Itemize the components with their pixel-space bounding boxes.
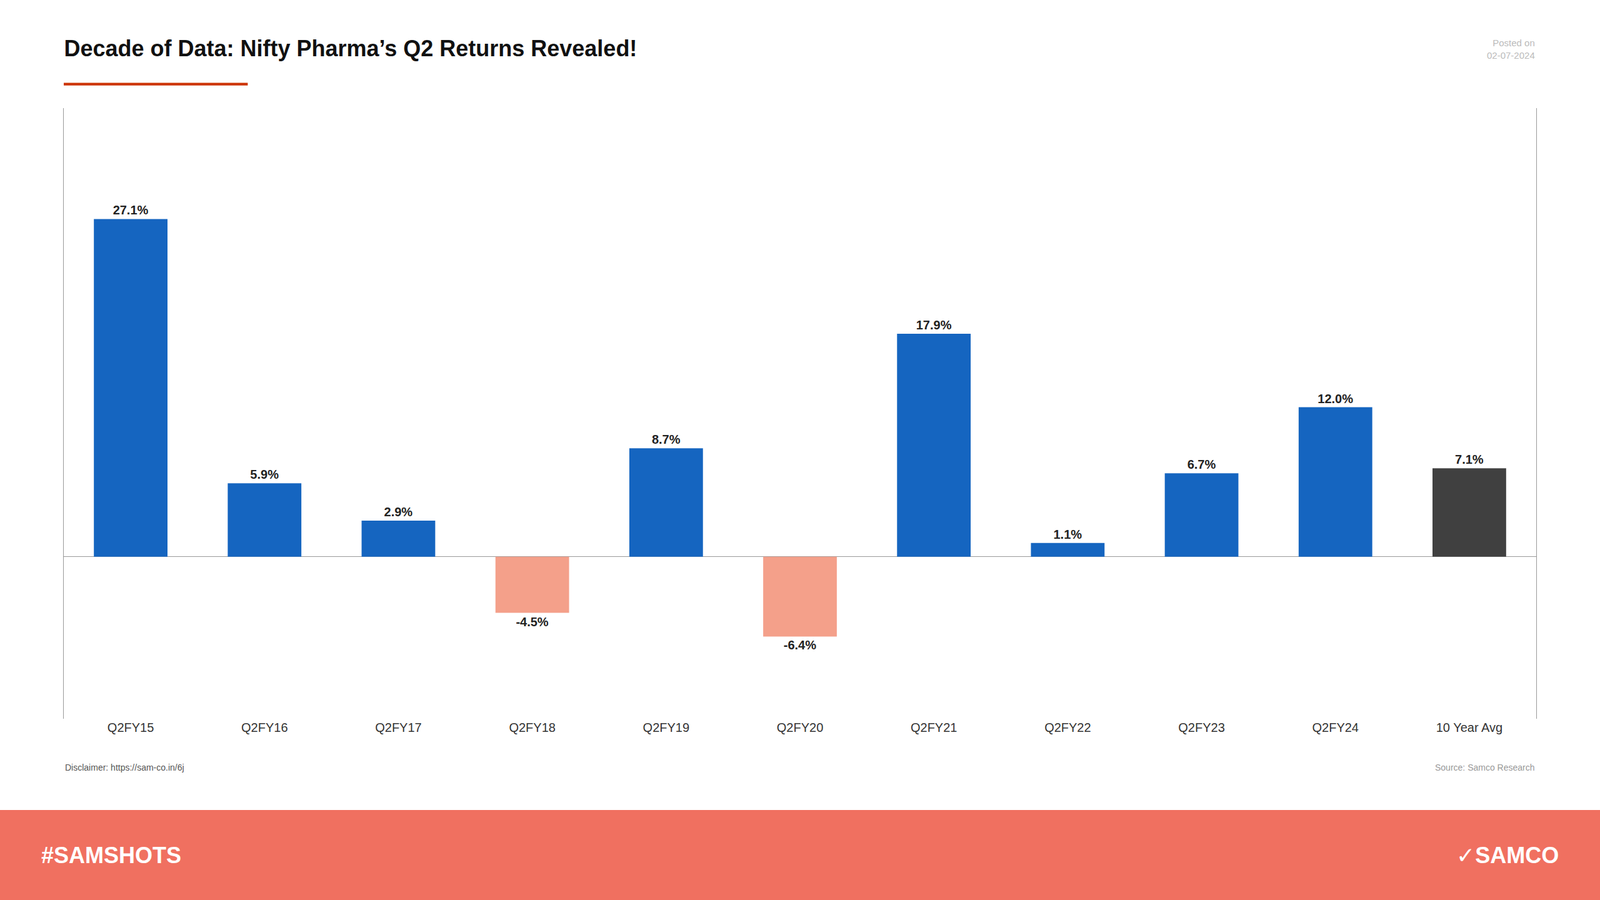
svg-text:✓SAMCO: ✓SAMCO: [1456, 842, 1559, 869]
svg-text:27.1%: 27.1%: [113, 203, 149, 217]
svg-text:Q2FY22: Q2FY22: [1044, 720, 1091, 735]
svg-text:8.7%: 8.7%: [651, 432, 681, 447]
svg-text:Q2FY23: Q2FY23: [1178, 720, 1225, 735]
svg-text:5.9%: 5.9%: [250, 467, 279, 482]
svg-text:Q2FY15: Q2FY15: [107, 720, 154, 735]
svg-text:Posted on02-07-2024: Posted on02-07-2024: [1486, 37, 1535, 61]
svg-text:Q2FY21: Q2FY21: [910, 720, 957, 735]
svg-text:6.7%: 6.7%: [1187, 457, 1217, 472]
svg-text:Q2FY18: Q2FY18: [508, 720, 555, 735]
svg-text:17.9%: 17.9%: [916, 318, 952, 332]
svg-text:-4.5%: -4.5%: [515, 615, 549, 629]
svg-text:7.1%: 7.1%: [1455, 452, 1484, 467]
svg-text:Disclaimer: https://sam-co.in/: Disclaimer: https://sam-co.in/6j: [65, 762, 185, 773]
svg-text:Source: Samco Research: Source: Samco Research: [1435, 762, 1535, 773]
svg-text:12.0%: 12.0%: [1317, 391, 1354, 406]
svg-text:#SAMSHOTS: #SAMSHOTS: [41, 842, 182, 869]
svg-text:10 Year Avg: 10 Year Avg: [1436, 720, 1503, 735]
svg-text:Q2FY17: Q2FY17: [375, 720, 422, 735]
svg-text:Q2FY20: Q2FY20: [776, 720, 824, 735]
svg-text:Q2FY16: Q2FY16: [241, 720, 288, 735]
svg-text:2.9%: 2.9%: [384, 505, 414, 519]
svg-text:Q2FY19: Q2FY19: [643, 720, 690, 735]
svg-text:Decade of Data: Nifty Pharma’s: Decade of Data: Nifty Pharma’s Q2 Return…: [63, 35, 637, 62]
svg-text:1.1%: 1.1%: [1053, 527, 1082, 542]
svg-text:Q2FY24: Q2FY24: [1311, 720, 1359, 735]
svg-text:-6.4%: -6.4%: [783, 638, 817, 652]
